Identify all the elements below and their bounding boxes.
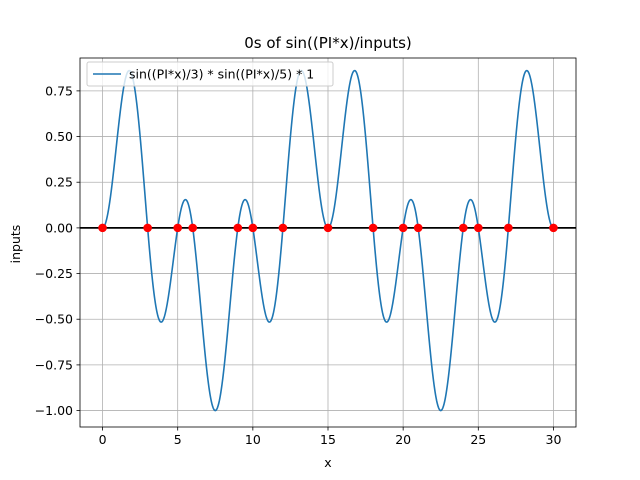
y-tick-label: −0.50 (35, 312, 73, 327)
x-axis-ticks: 0 5 10 15 20 25 30 (99, 427, 562, 447)
zero-marker (458, 223, 468, 233)
x-tick-label: 10 (245, 432, 261, 447)
x-tick-label: 5 (174, 432, 182, 447)
zero-marker (504, 223, 513, 233)
y-tick-label: −0.25 (35, 266, 73, 281)
zero-marker (474, 223, 483, 233)
legend-entry-label: sin((PI*x)/3) * sin((PI*x)/5) * 1 (129, 67, 314, 82)
y-axis-label: inputs (8, 225, 23, 264)
y-tick-label: 0.50 (45, 129, 73, 144)
zero-marker (98, 223, 107, 233)
y-tick-label: 0.00 (45, 220, 73, 235)
zero-marker (143, 223, 152, 233)
zero-marker (173, 223, 182, 233)
grid-lines (80, 58, 576, 427)
zero-marker (413, 223, 423, 233)
zero-marker (549, 223, 558, 233)
zero-marker (188, 223, 198, 233)
x-tick-label: 30 (546, 432, 562, 447)
y-tick-label: −1.00 (35, 403, 73, 418)
y-tick-label: −0.75 (35, 357, 73, 372)
zero-marker (323, 223, 333, 233)
x-tick-label: 0 (99, 432, 107, 447)
zero-marker (278, 223, 288, 233)
x-tick-label: 25 (470, 432, 486, 447)
y-tick-label: 0.75 (45, 83, 73, 98)
legend: sin((PI*x)/3) * sin((PI*x)/5) * 1 (86, 61, 334, 87)
x-tick-label: 20 (395, 432, 411, 447)
zero-markers (98, 223, 558, 233)
y-tick-label: 0.25 (45, 175, 73, 190)
zero-marker (398, 223, 408, 233)
zero-marker (248, 223, 258, 233)
zero-marker (368, 223, 378, 233)
x-tick-label: 15 (320, 432, 336, 447)
legend-box (86, 61, 334, 87)
zero-marker (233, 223, 243, 233)
x-axis-label: x (324, 455, 331, 470)
y-axis-ticks: −1.00 −0.75 −0.50 −0.25 0.00 0.25 0.50 0.75 (35, 83, 80, 418)
chart-title: 0s of sin((PI*x)/inputs) (244, 34, 412, 52)
